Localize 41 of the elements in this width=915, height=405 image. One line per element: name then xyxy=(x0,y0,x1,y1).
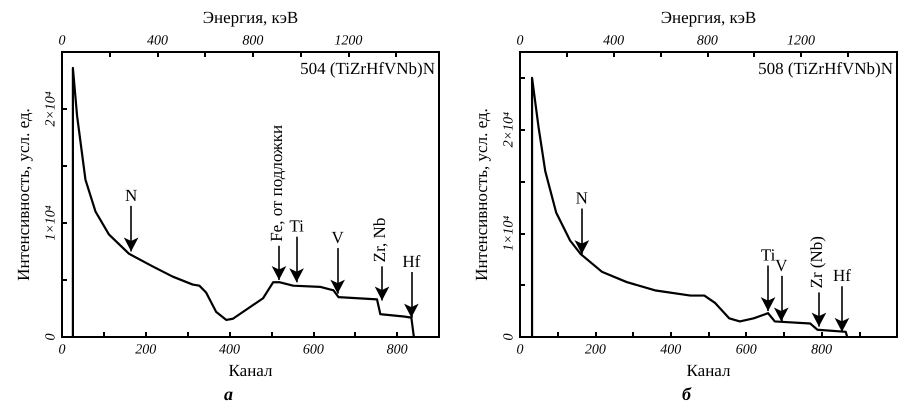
x2-tick-label: 800 xyxy=(696,34,718,48)
annotation: N xyxy=(124,186,138,205)
x-tick-label: 800 xyxy=(811,342,832,358)
x2-axis-title: Энергия, кэВ xyxy=(660,8,756,27)
annotation: V xyxy=(775,256,788,275)
chart-title: 508 (TiZrHfVNb)N xyxy=(758,59,894,78)
y-axis-title: Интенсивность, усл. ед. xyxy=(472,108,491,281)
x-tick-label: 400 xyxy=(219,342,240,358)
x-tick-label: 600 xyxy=(736,342,757,358)
x2-tick-label: 400 xyxy=(146,34,168,48)
annotation: N xyxy=(576,188,588,208)
annotation: V xyxy=(331,228,344,248)
x-tick-label: 800 xyxy=(386,342,408,358)
annotation: Hf xyxy=(402,252,421,272)
x-tick-label: 200 xyxy=(135,342,156,358)
text: б xyxy=(682,384,692,404)
x2-tick-label: 1200 xyxy=(334,34,362,48)
annotation: Zr, Nb xyxy=(370,218,390,262)
x-axis-title: Канал xyxy=(686,360,731,380)
x2-tick-label: 800 xyxy=(242,34,264,48)
x-tick-label: 400 xyxy=(660,342,682,358)
y-tick-label: 2×10⁴ xyxy=(44,91,58,127)
x2-tick-label: 1200 xyxy=(786,34,815,48)
annotation: Ti xyxy=(289,216,304,236)
y-tick-label: 0 xyxy=(502,334,516,340)
annotation: Zr (Nb) xyxy=(806,236,826,288)
y-axis-title: Интенсивность, усл. ед. xyxy=(14,108,33,281)
x2-axis-title: Энергия, кэВ xyxy=(202,8,298,27)
y-tick-label: 0 xyxy=(44,334,58,340)
annotation: Ti xyxy=(760,245,776,264)
y-tick-label: 1×10⁴ xyxy=(44,205,58,241)
text: а xyxy=(224,384,233,404)
annotation: Fe, от подложки xyxy=(266,124,286,242)
annotation: Hf xyxy=(832,266,852,286)
y-tick-label: 2×10⁴ xyxy=(502,112,516,148)
chart-title: 504 (TiZrHfVNb)N xyxy=(300,59,436,78)
x-tick-label: 200 xyxy=(584,342,606,358)
x-axis-title: Канал xyxy=(228,360,273,380)
x-tick-label: 600 xyxy=(302,342,324,358)
x2-tick-label: 400 xyxy=(603,34,624,48)
y-tick-label: 1×10⁴ xyxy=(502,216,516,252)
